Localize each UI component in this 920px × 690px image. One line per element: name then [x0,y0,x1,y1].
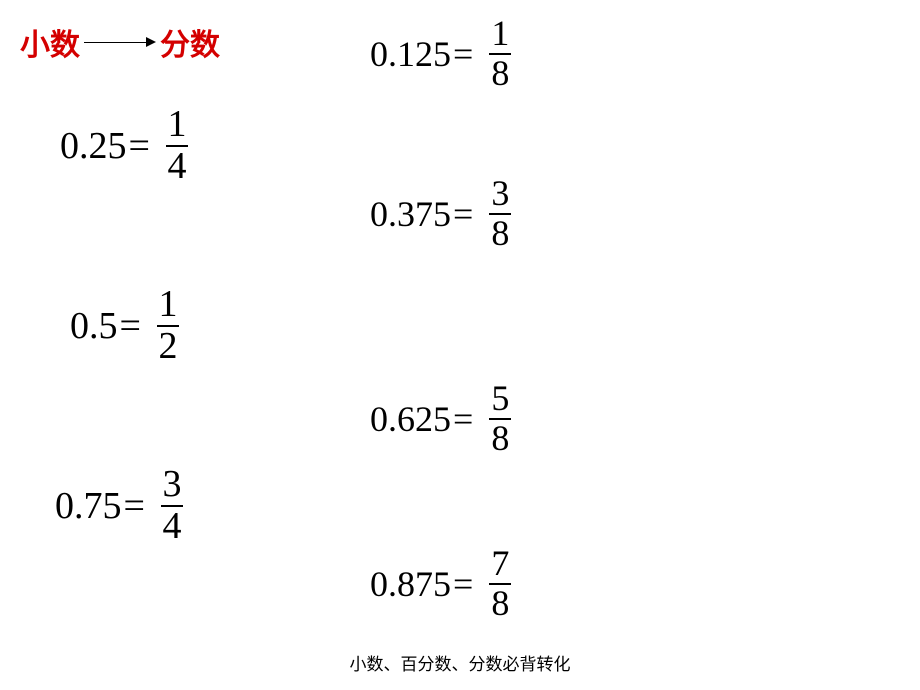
fraction-denominator: 8 [491,215,509,253]
header-right-label: 分数 [160,20,220,64]
fraction-numerator: 1 [167,105,186,145]
fraction-numerator: 3 [162,465,181,505]
equals-sign: = [453,563,473,605]
equation-row: 0.75 = 34 [55,465,183,547]
fraction: 78 [489,545,511,623]
header-left-label: 小数 [20,20,80,64]
equals-sign: = [453,398,473,440]
fraction-denominator: 8 [491,585,509,623]
equals-sign: = [124,484,145,528]
decimal-value: 0.375 [370,193,451,235]
fraction-numerator: 1 [491,15,509,53]
fraction-numerator: 1 [158,285,177,325]
equals-sign: = [129,124,150,168]
equals-sign: = [453,193,473,235]
equals-sign: = [120,304,141,348]
arrow-right-icon [84,42,154,43]
fraction: 18 [489,15,511,93]
fraction: 34 [161,465,183,547]
fraction-denominator: 2 [158,327,177,367]
header: 小数 分数 [20,20,220,64]
fraction: 14 [166,105,188,187]
fraction-denominator: 4 [162,507,181,547]
fraction-denominator: 8 [491,55,509,93]
decimal-value: 0.125 [370,33,451,75]
equation-row: 0.125 = 18 [370,15,511,93]
fraction-numerator: 3 [491,175,509,213]
fraction-denominator: 4 [167,147,186,187]
decimal-value: 0.75 [55,484,122,528]
decimal-value: 0.5 [70,304,118,348]
decimal-value: 0.625 [370,398,451,440]
decimal-value: 0.25 [60,124,127,168]
page: 小数 分数 0.25 = 140.5 = 120.75 = 340.125 = … [0,0,920,690]
equation-row: 0.875 = 78 [370,545,511,623]
fraction-numerator: 7 [491,545,509,583]
fraction-denominator: 8 [491,420,509,458]
equation-row: 0.375 = 38 [370,175,511,253]
equals-sign: = [453,33,473,75]
equation-row: 0.25 = 14 [60,105,188,187]
fraction: 58 [489,380,511,458]
equation-row: 0.625 = 58 [370,380,511,458]
fraction: 38 [489,175,511,253]
fraction: 12 [157,285,179,367]
decimal-value: 0.875 [370,563,451,605]
footer-text: 小数、百分数、分数必背转化 [0,650,920,675]
fraction-numerator: 5 [491,380,509,418]
equation-row: 0.5 = 12 [70,285,179,367]
